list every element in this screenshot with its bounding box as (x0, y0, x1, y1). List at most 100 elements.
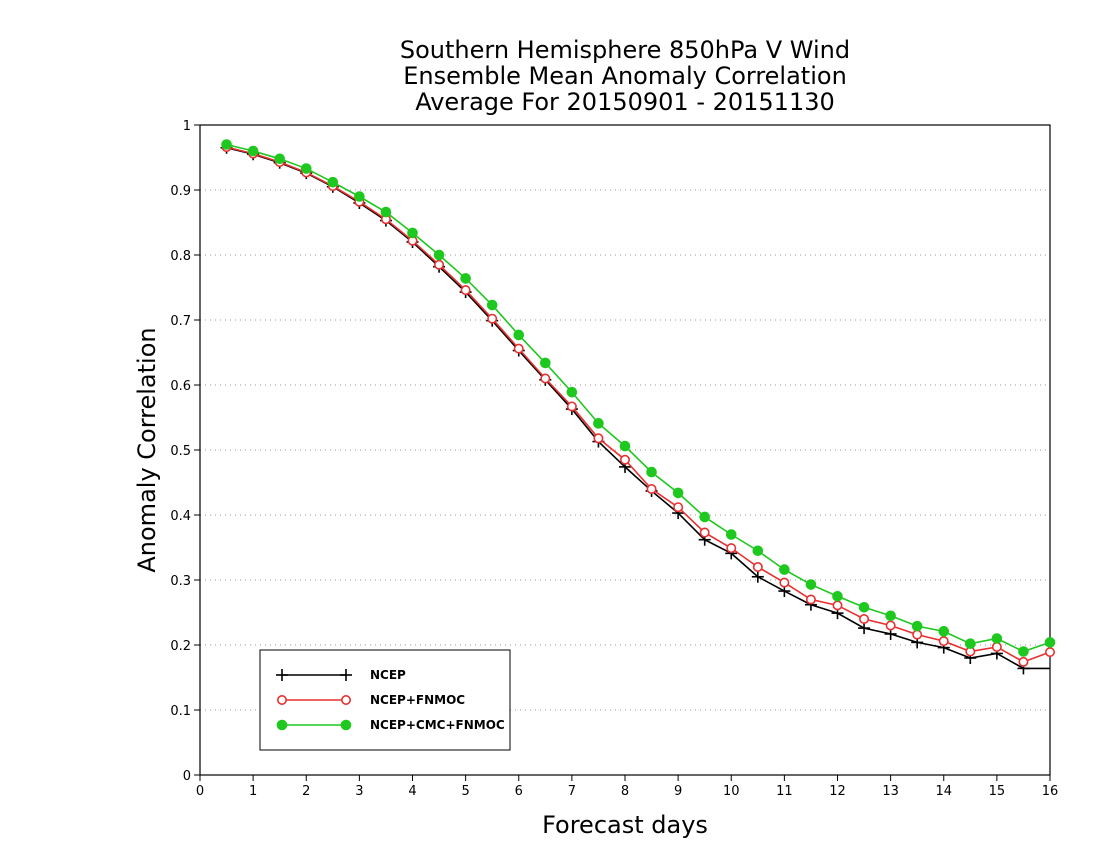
x-tick-label: 9 (674, 784, 682, 799)
data-point (805, 594, 816, 605)
data-point (540, 373, 551, 384)
legend-label: NCEP+FNMOC (370, 693, 465, 707)
data-point (832, 590, 843, 602)
data-point (300, 163, 312, 174)
data-point (779, 577, 790, 588)
data-point (832, 600, 843, 611)
data-point (433, 249, 445, 261)
data-point (593, 418, 604, 429)
chart-title-line-3: Average For 20150901 - 20151130 (415, 88, 835, 116)
data-point (805, 579, 817, 590)
y-tick-label: 0.8 (170, 249, 191, 264)
x-tick-label: 8 (621, 784, 629, 799)
data-point (1045, 647, 1056, 658)
x-tick-label: 1 (249, 784, 257, 799)
x-tick-label: 13 (882, 784, 899, 799)
data-point (885, 610, 896, 622)
data-point (1018, 656, 1029, 667)
data-point (646, 466, 657, 478)
data-point (912, 629, 923, 640)
data-point (221, 139, 232, 150)
x-tick-label: 5 (461, 784, 469, 799)
data-point (566, 386, 578, 398)
legend-item: NCEP (276, 668, 406, 682)
data-point (460, 285, 471, 296)
y-tick-label: 0.7 (170, 314, 191, 329)
data-point (1044, 637, 1056, 648)
data-point (859, 613, 870, 624)
data-point (540, 357, 551, 369)
x-tick-label: 7 (568, 784, 576, 799)
x-axis-title: Forecast days (542, 811, 708, 839)
data-point (593, 433, 604, 444)
data-point (407, 227, 418, 239)
chart-title-line-1: Southern Hemisphere 850hPa V Wind (399, 36, 851, 64)
data-point (938, 626, 950, 637)
chart-title-line-2: Ensemble Mean Anomaly Correlation (403, 62, 847, 90)
data-point (911, 620, 923, 632)
axis-ticks: 00.10.20.30.40.50.60.70.80.910 1 2 3 4 5 6 7 8 9 1… (170, 119, 1058, 799)
data-point (858, 622, 871, 635)
data-point (751, 570, 764, 583)
data-point (965, 638, 976, 650)
legend-label: NCEP+CMC+FNMOC (370, 718, 505, 732)
x-tick-label: 15 (989, 784, 1006, 799)
y-tick-label: 0.6 (170, 379, 191, 394)
data-point (434, 259, 445, 270)
data-point (725, 529, 737, 540)
legend-item: NCEP+FNMOC (276, 693, 465, 707)
legend-marker (340, 694, 351, 705)
x-tick-label: 16 (1042, 784, 1059, 799)
data-point (513, 343, 524, 354)
data-point (779, 564, 790, 575)
data-point (327, 176, 339, 188)
series-ncep (220, 141, 1050, 675)
data-point (673, 502, 684, 513)
data-point (699, 511, 710, 523)
data-point (991, 633, 1003, 644)
data-point (619, 440, 631, 452)
x-tick-label: 0 (196, 784, 204, 799)
data-point (274, 153, 285, 165)
legend-label: NCEP (370, 668, 406, 682)
series-line (226, 143, 1051, 653)
data-point (672, 487, 684, 499)
x-tick-label: 2 (302, 784, 310, 799)
data-point (938, 636, 949, 647)
legend-marker (276, 694, 287, 705)
series-line (226, 146, 1050, 670)
legend-marker (276, 669, 288, 681)
y-tick-label: 0.2 (170, 639, 191, 654)
series (220, 139, 1056, 675)
data-point (487, 313, 498, 324)
data-point (858, 602, 870, 613)
y-tick-label: 0.5 (170, 444, 191, 459)
data-point (646, 483, 657, 494)
data-point (726, 543, 737, 554)
y-tick-label: 0 (183, 769, 191, 784)
data-point (699, 527, 710, 538)
x-tick-label: 14 (935, 784, 952, 799)
data-point (513, 329, 525, 341)
y-tick-label: 0.4 (170, 509, 191, 524)
y-tick-label: 1 (183, 119, 191, 134)
data-point (885, 620, 896, 631)
x-tick-label: 10 (723, 784, 740, 799)
data-point (460, 273, 471, 284)
legend-marker (340, 669, 352, 681)
data-point (619, 454, 630, 465)
legend-marker (276, 719, 288, 731)
y-tick-label: 0.1 (170, 704, 191, 719)
legend-item: NCEP+CMC+FNMOC (276, 718, 505, 732)
data-point (486, 299, 498, 311)
x-tick-label: 12 (829, 784, 846, 799)
x-tick-label: 11 (776, 784, 793, 799)
x-tick-label: 3 (355, 784, 363, 799)
data-point (1018, 646, 1029, 657)
data-point (991, 641, 1002, 652)
data-point (752, 545, 764, 557)
series-line (226, 146, 1051, 663)
series-ncep-cmc-fnmoc (221, 139, 1056, 657)
series-ncep-fnmoc (221, 142, 1056, 667)
